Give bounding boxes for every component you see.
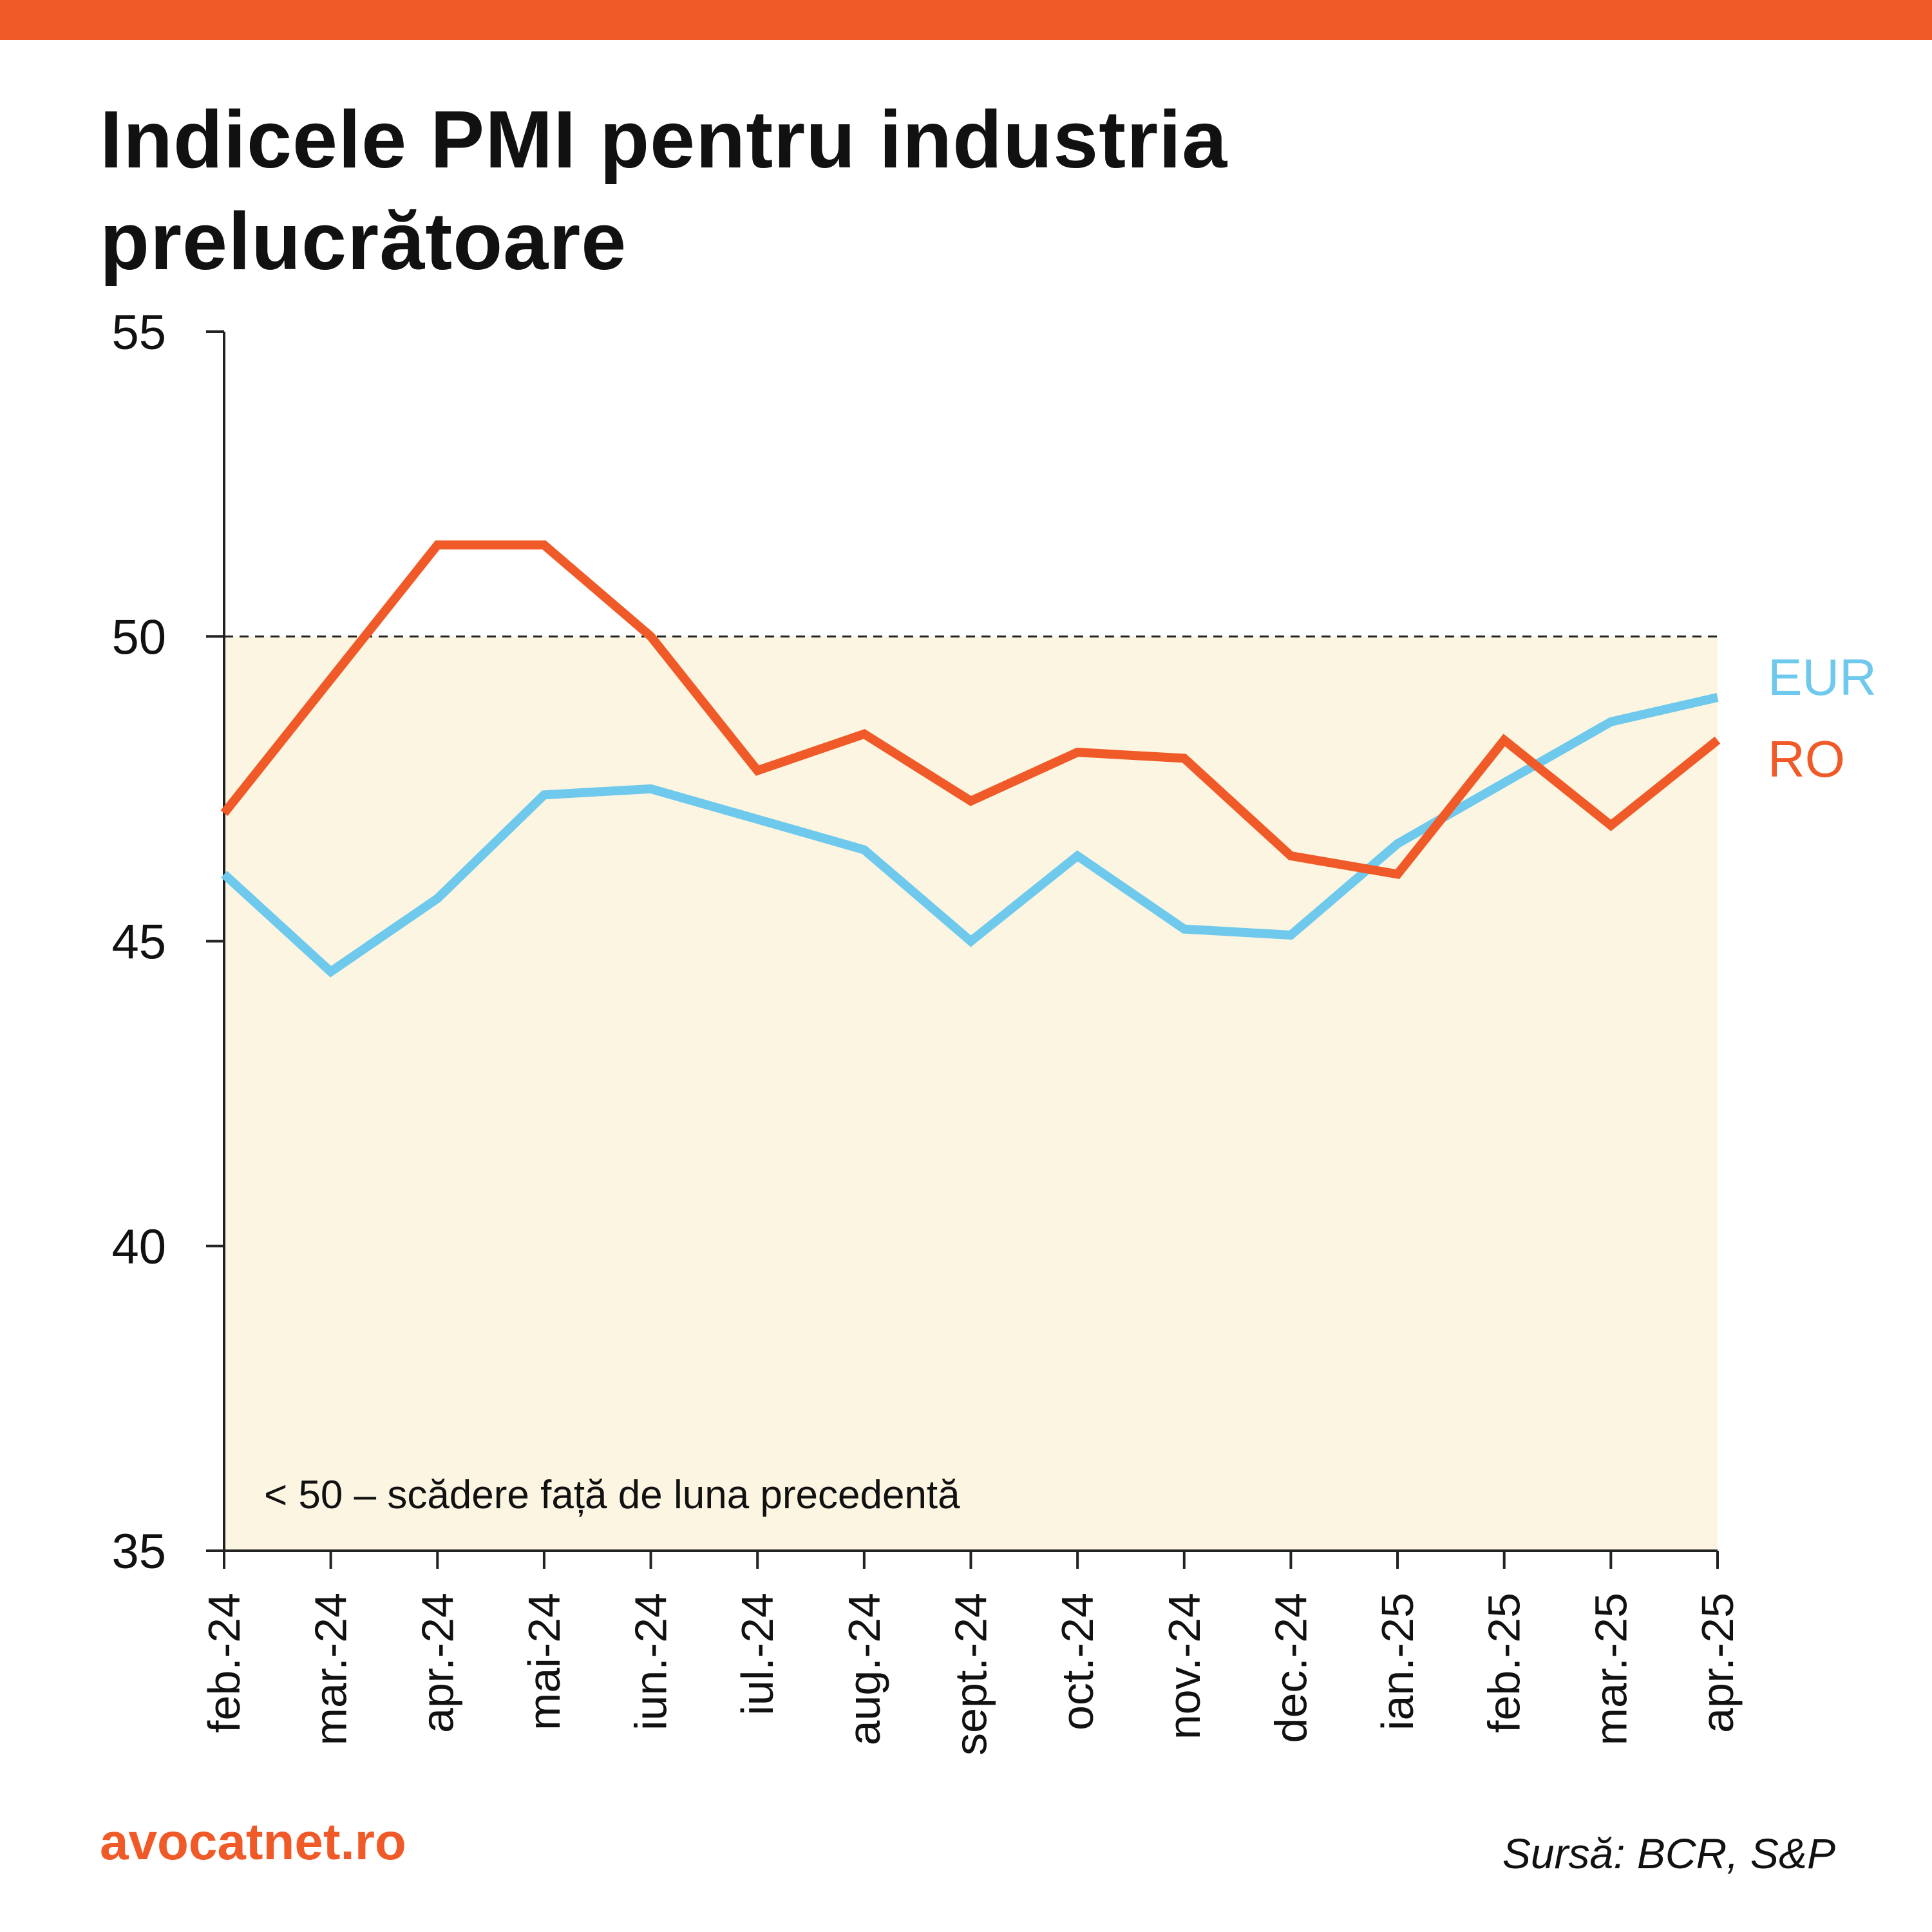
x-tick-label: oct.-24 bbox=[1052, 1593, 1103, 1730]
x-tick-label: sept.-24 bbox=[946, 1593, 996, 1756]
x-tick-label: iun.-24 bbox=[626, 1593, 676, 1730]
x-tick-label: nov.-24 bbox=[1159, 1593, 1209, 1739]
source-note: Sursă: BCR, S&P bbox=[1502, 1830, 1835, 1877]
series-line-eur bbox=[221, 693, 1719, 978]
x-tick-label: ian.-25 bbox=[1372, 1593, 1423, 1730]
y-tick-label: 50 bbox=[111, 610, 166, 665]
y-tick-label: 40 bbox=[111, 1220, 166, 1274]
x-tick-label: iul.-24 bbox=[732, 1593, 782, 1716]
x-tick-label: mar.-24 bbox=[306, 1593, 356, 1745]
shading-annotation: < 50 – scădere față de luna precedentă bbox=[264, 1473, 960, 1517]
x-tick-label: feb.-25 bbox=[1479, 1593, 1530, 1733]
top-accent-bar bbox=[0, 0, 1932, 40]
brand-logo-text: avocatnet.ro bbox=[100, 1813, 406, 1870]
below-50-shaded-area bbox=[224, 636, 1718, 1551]
x-tick-label: mai-24 bbox=[519, 1593, 569, 1730]
x-tick-label: apr.-24 bbox=[412, 1593, 462, 1733]
x-tick-label: apr.-25 bbox=[1692, 1593, 1743, 1733]
y-tick-label: 35 bbox=[111, 1524, 166, 1579]
x-tick-label: aug.-24 bbox=[839, 1593, 889, 1745]
chart-title: Indicele PMI pentru industria prelucrăto… bbox=[100, 94, 1228, 287]
x-tick-label: dec.-24 bbox=[1265, 1593, 1316, 1743]
series-line-ro bbox=[220, 540, 1721, 879]
x-tick-label: mar.-25 bbox=[1586, 1593, 1636, 1745]
legend-label-eur: EUR bbox=[1768, 649, 1877, 706]
x-tick-label: feb.-24 bbox=[199, 1593, 249, 1733]
y-tick-label: 45 bbox=[111, 915, 166, 970]
y-tick-label: 55 bbox=[111, 305, 166, 360]
legend-label-ro: RO bbox=[1768, 730, 1845, 788]
